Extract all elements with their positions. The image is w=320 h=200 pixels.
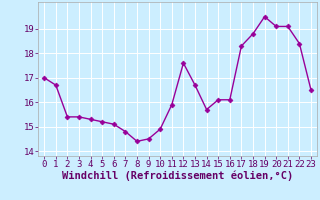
X-axis label: Windchill (Refroidissement éolien,°C): Windchill (Refroidissement éolien,°C) bbox=[62, 171, 293, 181]
